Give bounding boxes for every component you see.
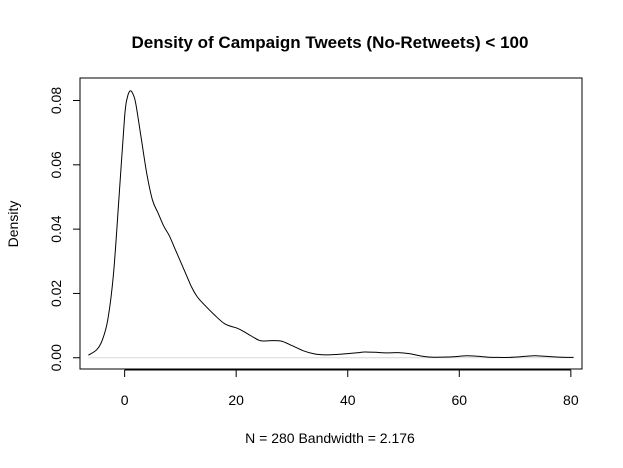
- x-tick-label: 80: [563, 392, 579, 408]
- chart-title: Density of Campaign Tweets (No-Retweets)…: [132, 33, 529, 52]
- x-axis: 0 20 40 60 80: [121, 369, 579, 408]
- x-tick-label: 60: [451, 392, 467, 408]
- x-tick-label: 40: [340, 392, 356, 408]
- y-axis-label: Density: [5, 201, 21, 248]
- density-curve: [88, 90, 574, 358]
- x-tick-label: 0: [121, 392, 129, 408]
- y-tick-label: 0.02: [48, 280, 64, 307]
- plot-frame: [79, 77, 583, 370]
- y-tick-label: 0.00: [48, 344, 64, 371]
- y-tick-label: 0.06: [48, 151, 64, 178]
- y-tick-label: 0.04: [48, 215, 64, 242]
- y-tick-label: 0.08: [48, 87, 64, 114]
- y-axis: 0.00 0.02 0.04 0.06 0.08: [48, 87, 81, 371]
- x-axis-label: N = 280 Bandwidth = 2.176: [245, 430, 415, 446]
- x-tick-label: 20: [228, 392, 244, 408]
